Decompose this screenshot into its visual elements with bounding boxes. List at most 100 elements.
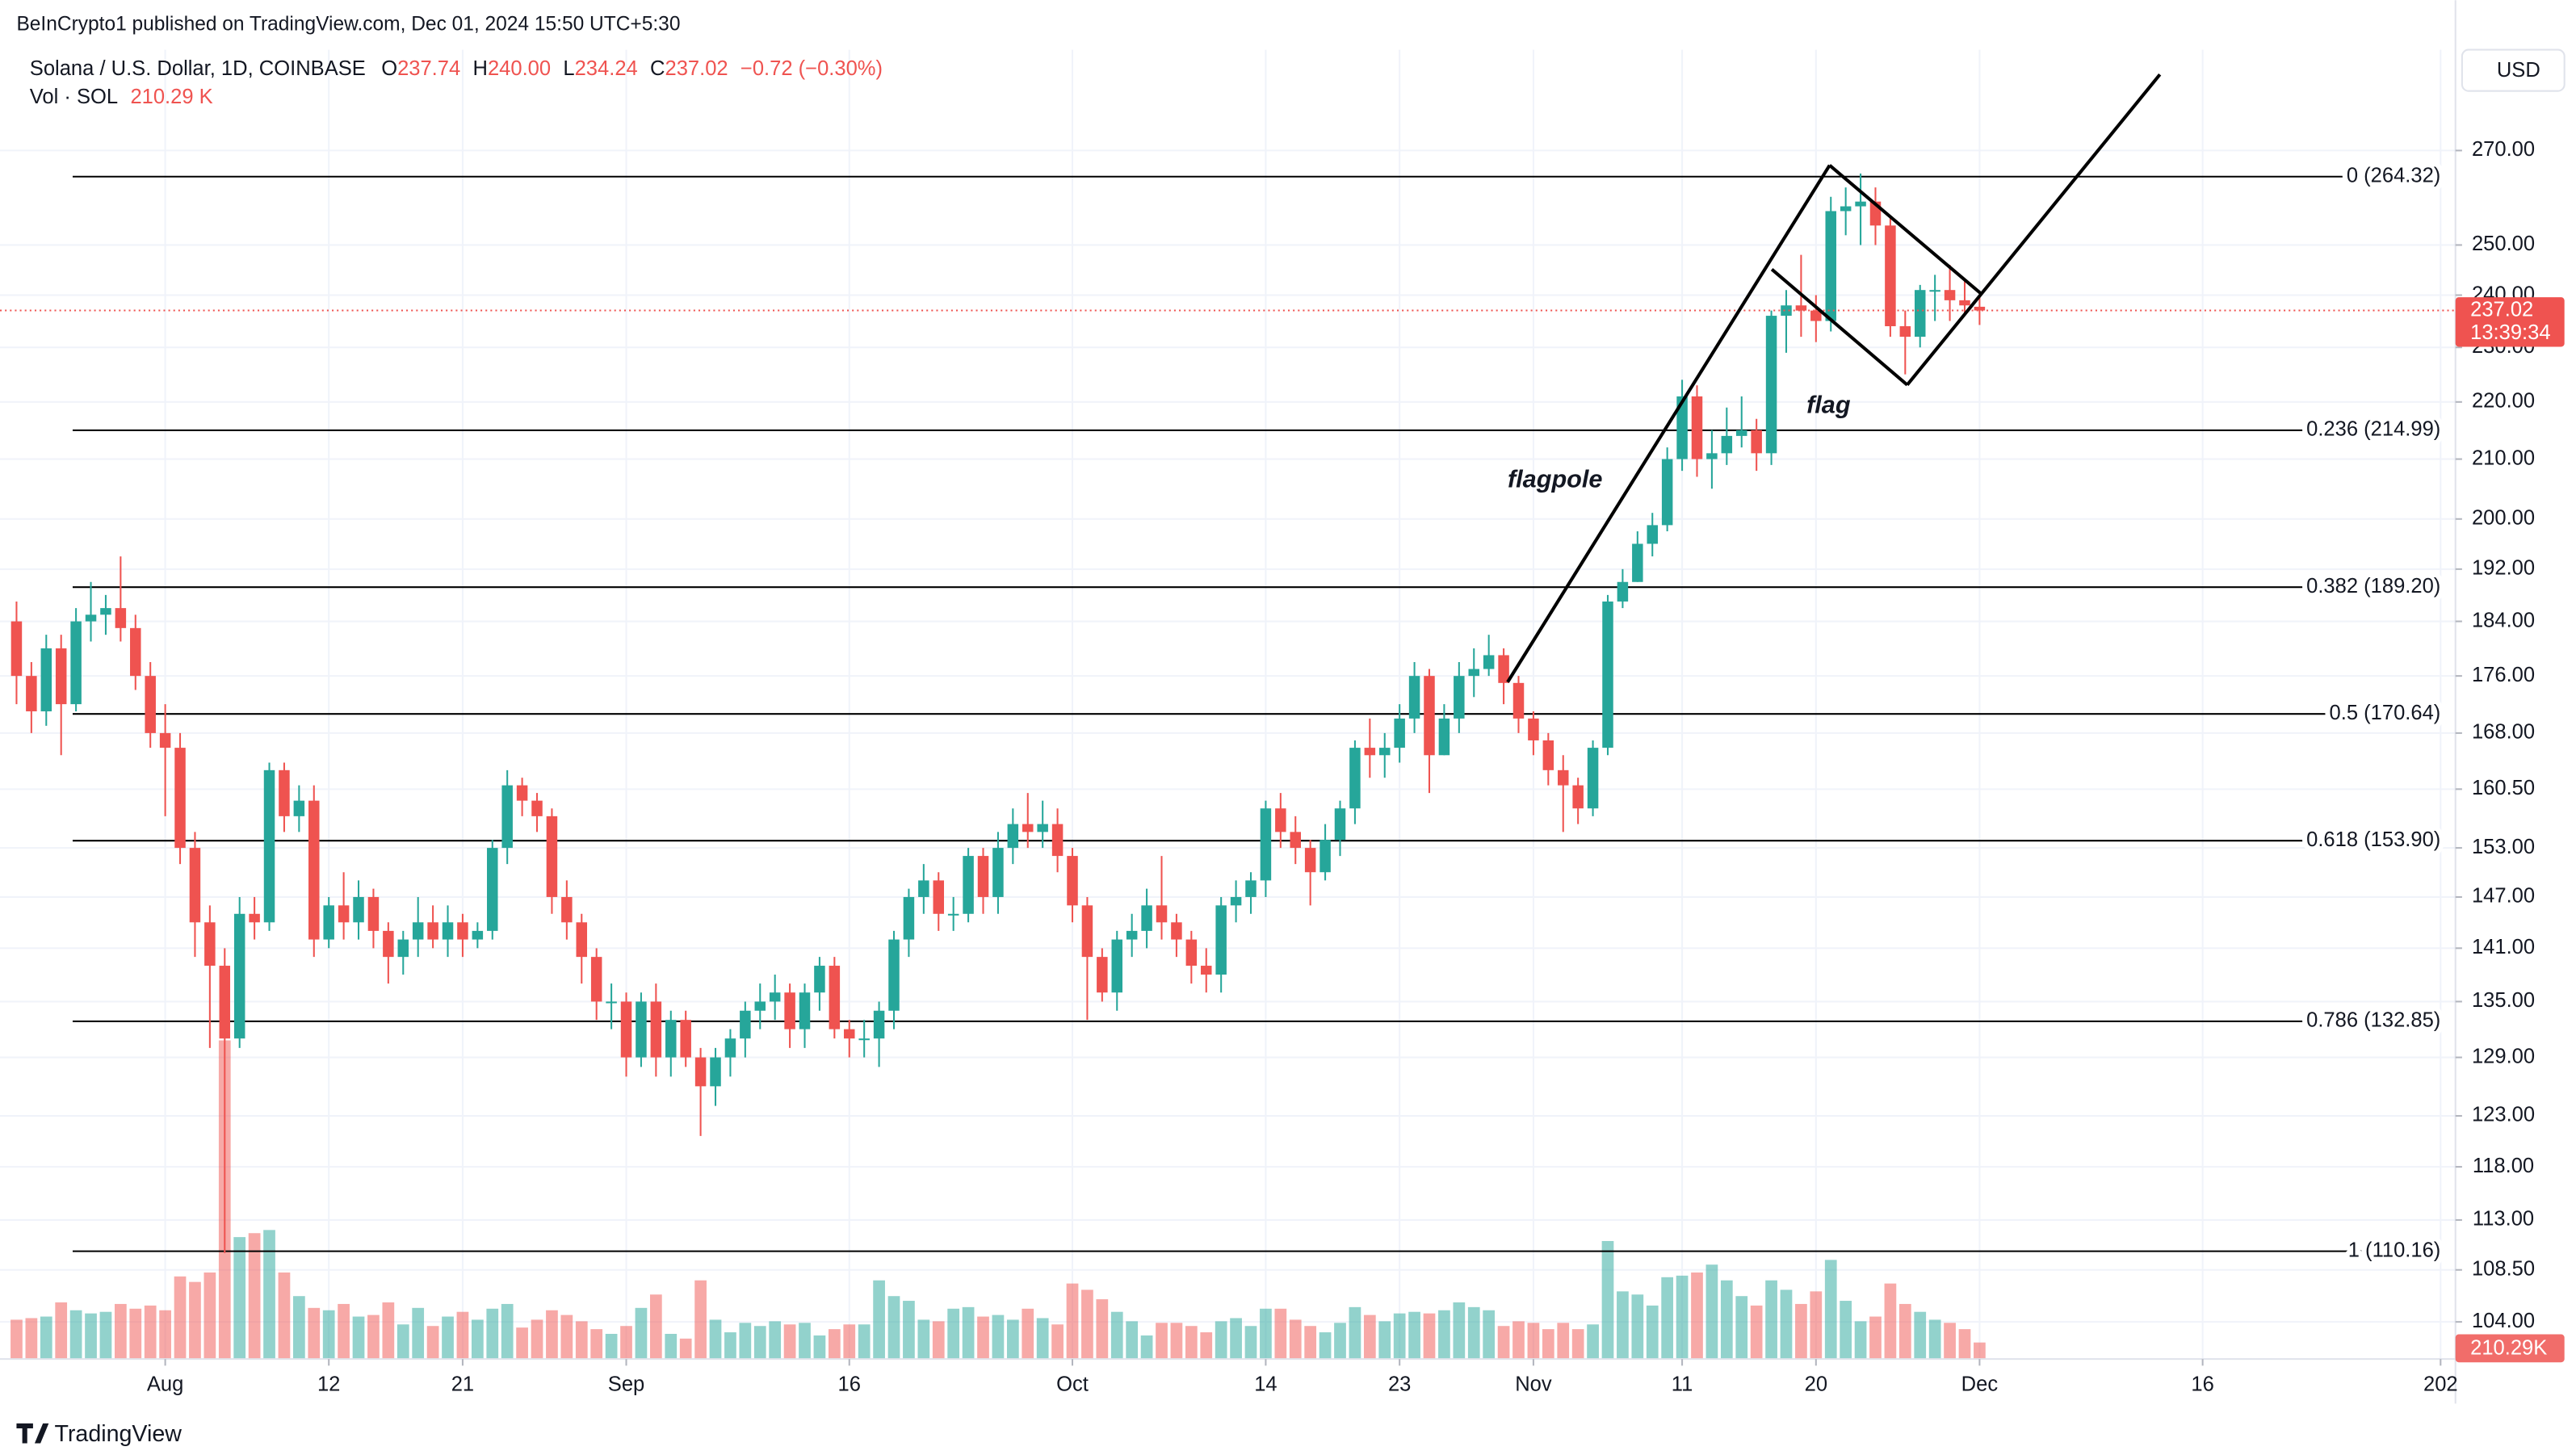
volume-bar [783, 1324, 796, 1360]
fib-label: 0 (264.32) [2347, 164, 2440, 187]
candle-body [501, 785, 513, 849]
currency[interactable]: USD [2497, 59, 2540, 82]
volume-bar [1066, 1283, 1079, 1360]
candle-body [769, 992, 781, 1002]
volume-bar [501, 1303, 514, 1360]
fib-label: 1 (110.16) [2348, 1239, 2441, 1261]
volume-bar [1557, 1323, 1570, 1360]
candle-body [1394, 718, 1405, 748]
volume-bar [456, 1311, 469, 1360]
volume-bar [1824, 1260, 1837, 1360]
volume-bar [1334, 1323, 1346, 1360]
volume-bar [1230, 1318, 1242, 1360]
y-tick-label: 184.00 [2472, 609, 2535, 631]
candle-body [457, 922, 468, 940]
volume-bar [1795, 1303, 1807, 1360]
volume-bar [1720, 1280, 1733, 1360]
candle-body [1349, 748, 1361, 809]
candle-body [1498, 655, 1509, 683]
logo-text: TradingView [54, 1421, 182, 1447]
candle-body [1557, 769, 1569, 786]
legend-key: C [650, 57, 665, 80]
volume-bar [694, 1280, 707, 1360]
volume-bar [724, 1332, 736, 1360]
volume-bar [1944, 1323, 1956, 1360]
candle-body [1097, 957, 1108, 993]
footer-logo: TradingView [16, 1421, 182, 1447]
y-tick-label: 135.00 [2472, 989, 2535, 1012]
volume-bar [1483, 1310, 1496, 1360]
volume-bar [1408, 1311, 1420, 1360]
publisher: BeInCrypto1 published on TradingView.com… [16, 13, 680, 35]
volume-bar [40, 1316, 52, 1360]
candle-body [694, 1057, 707, 1087]
candle-body [487, 848, 498, 931]
volume-bar [992, 1315, 1005, 1360]
candle-body [1751, 430, 1762, 454]
volume-bar [471, 1319, 484, 1360]
currency-button[interactable] [2461, 48, 2566, 92]
candle-body [1676, 396, 1688, 459]
volume-bar [1170, 1323, 1183, 1360]
volume-bar [679, 1338, 692, 1360]
candle-body [1810, 310, 1822, 321]
volume-bar [382, 1302, 395, 1360]
x-tick-label: 21 [451, 1373, 474, 1396]
volume-bar [308, 1307, 321, 1360]
candle-body [1735, 430, 1747, 436]
candle-body [724, 1038, 736, 1058]
volume-bar [709, 1319, 722, 1360]
legend-value: 240.00 [488, 57, 551, 80]
volume-bar [69, 1310, 82, 1360]
volume-bar [1497, 1326, 1510, 1360]
y-tick-label: 168.00 [2472, 721, 2535, 744]
candle-body [1022, 824, 1034, 832]
volume-bar [159, 1310, 171, 1360]
volume-bar [1691, 1272, 1703, 1360]
candle-body [204, 922, 216, 967]
candle-body [1007, 824, 1019, 849]
volume-bar [1289, 1319, 1302, 1360]
candle-body [1914, 290, 1926, 338]
volume-bar [99, 1311, 112, 1360]
candle-body [1334, 808, 1346, 841]
volume-bar [1617, 1291, 1629, 1360]
candle-body [472, 930, 484, 940]
candle-body [1959, 300, 1970, 306]
candle-body [1691, 396, 1703, 459]
candle-body [829, 966, 841, 1029]
y-tick-label: 104.00 [2472, 1310, 2535, 1332]
volume-bar [1304, 1326, 1317, 1360]
volume-bar [1051, 1324, 1064, 1360]
candle-body [1438, 718, 1450, 756]
candle-body [412, 922, 424, 940]
candle-body [1765, 316, 1777, 454]
candle-body [918, 880, 929, 897]
candle-body [858, 1038, 870, 1041]
volume-bar [1571, 1329, 1584, 1360]
volume-bar [1928, 1319, 1941, 1360]
candle-body [1617, 581, 1629, 602]
logo-mark [16, 1423, 49, 1444]
volume-bar [575, 1321, 588, 1360]
candle-body [323, 905, 334, 940]
fib-levels: 0 (264.32) 0.236 (214.99) 0.382 (189.20) 0.… [72, 159, 2445, 1267]
volume-bar [1542, 1329, 1554, 1360]
volume-bar [1319, 1332, 1332, 1360]
candle-body [293, 800, 305, 816]
candle-body [1201, 966, 1212, 975]
pattern-lines [1506, 73, 2162, 683]
volume-bar [1378, 1321, 1391, 1360]
legend: Solana / U.S. Dollar, 1D, COINBASE O237.… [30, 57, 883, 80]
candle-body [1572, 785, 1584, 809]
candle-body [1215, 905, 1227, 975]
x-tick-label: 16 [838, 1373, 861, 1396]
x-tick-label: 16 [2191, 1373, 2213, 1396]
volume-bar [649, 1294, 662, 1360]
legend-key: H [473, 57, 488, 80]
volume-bar [129, 1308, 142, 1360]
candle-body [159, 732, 171, 748]
volume-legend: Vol · SOL 210.29 K [30, 86, 213, 108]
candle-body [219, 966, 231, 1039]
